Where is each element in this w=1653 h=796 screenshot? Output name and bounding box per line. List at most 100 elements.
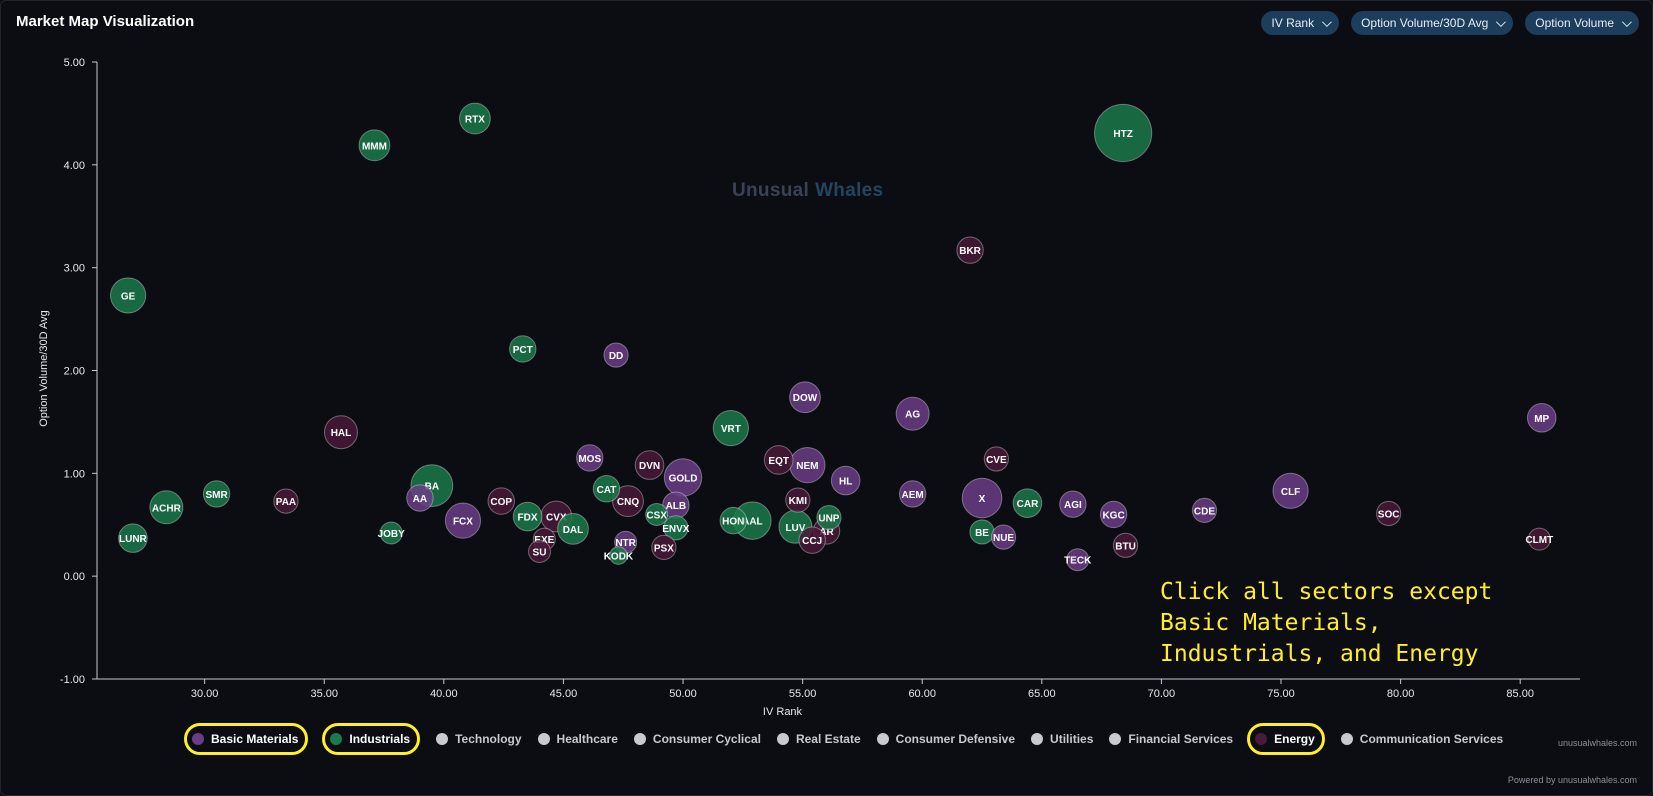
bubble-label: DVN: [639, 461, 660, 472]
bubble-label: CLF: [1281, 487, 1300, 498]
bubble-point: [830, 465, 861, 496]
bubble-unp: UNP: [816, 504, 842, 531]
bubble-label: AGI: [1064, 500, 1082, 511]
bubble-mp: MP: [1526, 403, 1557, 433]
legend-item-technology[interactable]: Technology: [432, 728, 533, 750]
bubble-label: JOBY: [378, 529, 406, 540]
legend-item-consumer-defensive[interactable]: Consumer Defensive: [873, 728, 1027, 750]
bubble-label: NEM: [796, 461, 818, 472]
bubble-point: [118, 523, 148, 553]
legend-item-healthcare[interactable]: Healthcare: [534, 728, 630, 750]
bubble-label: PAA: [276, 497, 296, 508]
bubble-kgc: KGC: [1099, 500, 1128, 529]
x-tick-label: 30.00: [191, 688, 219, 700]
bubble-clmt: CLMT: [1525, 527, 1553, 551]
bubble-point: [634, 450, 665, 480]
bubble-label: VRT: [721, 424, 741, 435]
bubble-label: MOS: [578, 454, 601, 465]
bubble-mmm: MMM: [358, 129, 391, 162]
bubble-point: [487, 487, 515, 515]
bubble-label: TECK: [1064, 556, 1092, 567]
bubble-label: KODK: [604, 552, 634, 563]
bubble-label: X: [979, 494, 986, 505]
bubble-label: EQT: [768, 456, 789, 467]
bubble-fcx: FCX: [444, 502, 482, 539]
bubble-label: BTU: [1115, 541, 1136, 552]
bubble-cde: CDE: [1191, 497, 1218, 523]
bubble-label: AG: [905, 410, 920, 421]
legend-swatch: [633, 733, 646, 745]
x-axis-dropdown[interactable]: IV Rank: [1261, 11, 1340, 35]
bubble-fdx: FDX: [512, 501, 543, 532]
legend-item-utilities[interactable]: Utilities: [1027, 728, 1105, 750]
bubble-point: [763, 445, 794, 475]
y-tick-label: 4.00: [64, 160, 85, 172]
bubble-htz: HTZ: [1094, 103, 1153, 163]
sector-legend: Basic Materials Industrials Technology Heal…: [182, 723, 1515, 755]
bubble-label: ENVX: [662, 524, 690, 535]
legend-item-consumer-cyclical[interactable]: Consumer Cyclical: [630, 728, 773, 750]
x-axis-dropdown-label: IV Rank: [1271, 16, 1315, 30]
bubble-label: PSX: [654, 543, 674, 554]
bubble-point: [645, 502, 669, 526]
bubble-label: GE: [121, 291, 136, 302]
bubble-point: [609, 546, 628, 565]
legend-item-financial-services[interactable]: Financial Services: [1105, 728, 1245, 750]
legend-swatch: [330, 733, 343, 745]
bubble-label: CDE: [1194, 506, 1215, 517]
page-title: Market Map Visualization: [16, 13, 195, 30]
x-tick-label: 35.00: [310, 688, 338, 700]
bubble-point: [1066, 548, 1090, 572]
bubble-label: DD: [609, 351, 623, 362]
legend-item-energy[interactable]: Energy: [1247, 723, 1327, 755]
y-tick-label: -1.00: [60, 674, 85, 686]
y-tick-label: 0.00: [64, 571, 85, 583]
bubble-label: BA: [425, 482, 439, 493]
legend-item-communication-services[interactable]: Communication Services: [1337, 728, 1515, 750]
bubble-point: [983, 446, 1009, 472]
bubble-label: AR: [819, 527, 834, 538]
bubble-point: [1099, 500, 1128, 529]
bubble-kodk: KODK: [604, 546, 634, 565]
bubble-smr: SMR: [202, 480, 231, 508]
site-credit: unusualwhales.com: [1557, 738, 1637, 748]
bubble-paa: PAA: [273, 488, 299, 514]
y-axis-dropdown[interactable]: Option Volume/30D Avg: [1351, 11, 1514, 35]
bubble-point: [557, 512, 589, 545]
bubble-point: [785, 487, 811, 513]
bubble-btu: BTU: [1112, 532, 1139, 558]
bubble-cop: COP: [487, 487, 515, 515]
bubble-point: [1376, 500, 1402, 527]
bubble-label: UNP: [818, 514, 839, 525]
size-dropdown[interactable]: Option Volume: [1525, 11, 1639, 35]
bubble-dvn: DVN: [634, 450, 665, 480]
bubble-clf: CLF: [1272, 472, 1309, 509]
legend-item-basic-materials[interactable]: Basic Materials: [184, 723, 310, 755]
bubble-psx: PSX: [651, 534, 677, 560]
bubble-ag: AG: [895, 396, 930, 431]
bubble-label: HON: [722, 517, 744, 528]
legend-swatch: [776, 733, 789, 745]
legend-swatch: [192, 733, 204, 745]
bubble-pct: PCT: [509, 335, 537, 363]
bubble-label: LUV: [785, 523, 805, 534]
bubble-point: [528, 539, 552, 563]
legend-swatch: [876, 733, 889, 745]
legend-item-real-estate[interactable]: Real Estate: [773, 728, 873, 750]
bubble-point: [712, 409, 749, 447]
bubble-label: HTZ: [1113, 129, 1132, 140]
legend-label: Utilities: [1050, 732, 1094, 746]
bubble-label: AEM: [902, 490, 924, 501]
legend-item-industrials[interactable]: Industrials: [322, 723, 422, 755]
bubble-car: CAR: [1012, 488, 1043, 518]
bubble-label: CAR: [1017, 499, 1039, 510]
legend-label: Healthcare: [556, 732, 618, 746]
bubble-envx: ENVX: [662, 515, 690, 541]
watermark-part2: Whales: [815, 180, 884, 201]
bubble-dd: DD: [603, 342, 629, 368]
bubble-label: HAL: [331, 428, 352, 439]
bubble-label: PCT: [513, 345, 533, 356]
bubble-ccj: CCJ: [798, 526, 826, 554]
x-axis-label: IV Rank: [763, 706, 803, 718]
